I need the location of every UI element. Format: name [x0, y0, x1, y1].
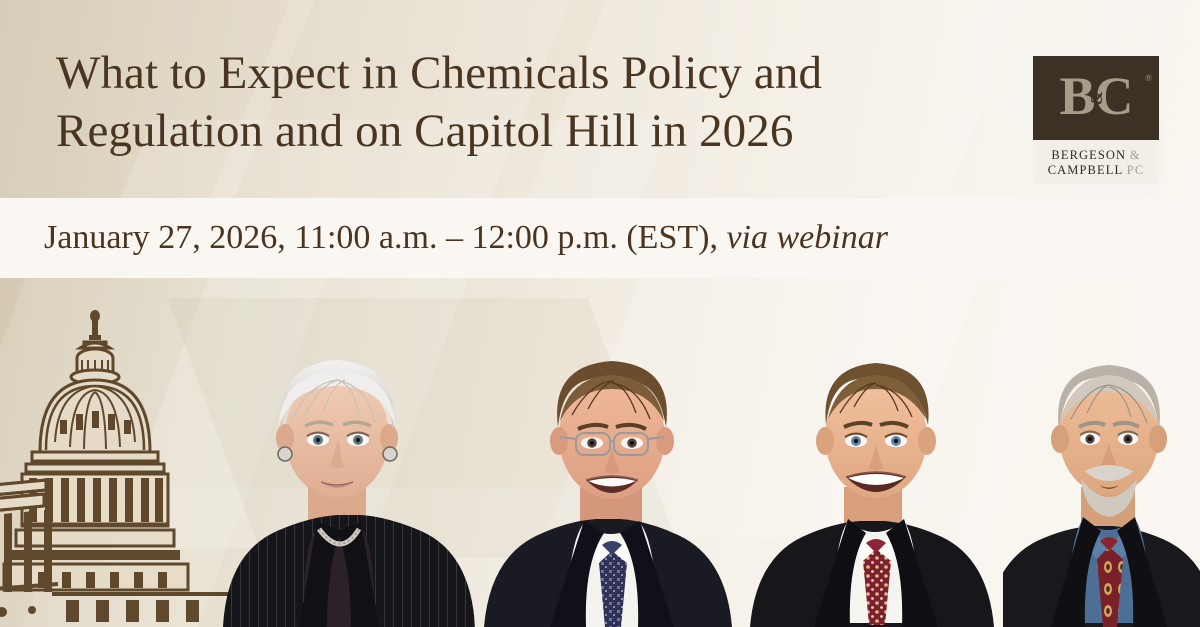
speaker-photo-2: [480, 337, 748, 627]
title-line-1: What to Expect in Chemicals Policy and: [56, 47, 823, 99]
date-time-band: January 27, 2026, 11:00 a.m. – 12:00 p.m…: [0, 198, 1200, 278]
logo-wordmark-line-1: BERGESON &: [1051, 148, 1140, 163]
title-band: What to Expect in Chemicals Policy and R…: [0, 0, 1200, 198]
logo-word-amp: &: [1126, 148, 1141, 162]
event-datetime: January 27, 2026, 11:00 a.m. – 12:00 p.m…: [0, 219, 888, 257]
speakers-band: [0, 278, 1200, 627]
logo-wordmark: BERGESON & CAMPBELL PC: [1033, 140, 1159, 184]
bottom-edge-crop: [0, 619, 1200, 627]
speaker-photo-3: [748, 339, 1002, 627]
logo-letter-b: B: [1059, 66, 1095, 126]
registered-trademark-icon: ®: [1145, 73, 1152, 83]
logo-word-pc: PC: [1123, 163, 1145, 177]
logo-wordmark-line-2: CAMPBELL PC: [1048, 163, 1145, 178]
logo-ampersand-icon: &: [1087, 90, 1107, 106]
logo-word-bergeson: BERGESON: [1051, 148, 1127, 162]
speaker-photo-4: [1003, 339, 1200, 627]
title-line-2: Regulation and on Capitol Hill in 2026: [56, 105, 794, 157]
event-format-label: via webinar: [726, 219, 888, 256]
event-datetime-main: January 27, 2026, 11:00 a.m. – 12:00 p.m…: [44, 219, 727, 256]
page-title: What to Expect in Chemicals Policy and R…: [56, 44, 1006, 160]
logo-letter-c: C: [1094, 66, 1134, 126]
us-capitol-illustration: [0, 310, 262, 622]
speaker-photo-1: [213, 330, 485, 627]
logo-word-campbell: CAMPBELL: [1047, 163, 1124, 177]
